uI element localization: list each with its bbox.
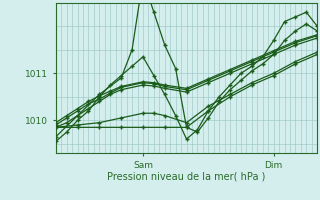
X-axis label: Pression niveau de la mer( hPa ): Pression niveau de la mer( hPa ) xyxy=(107,171,266,181)
